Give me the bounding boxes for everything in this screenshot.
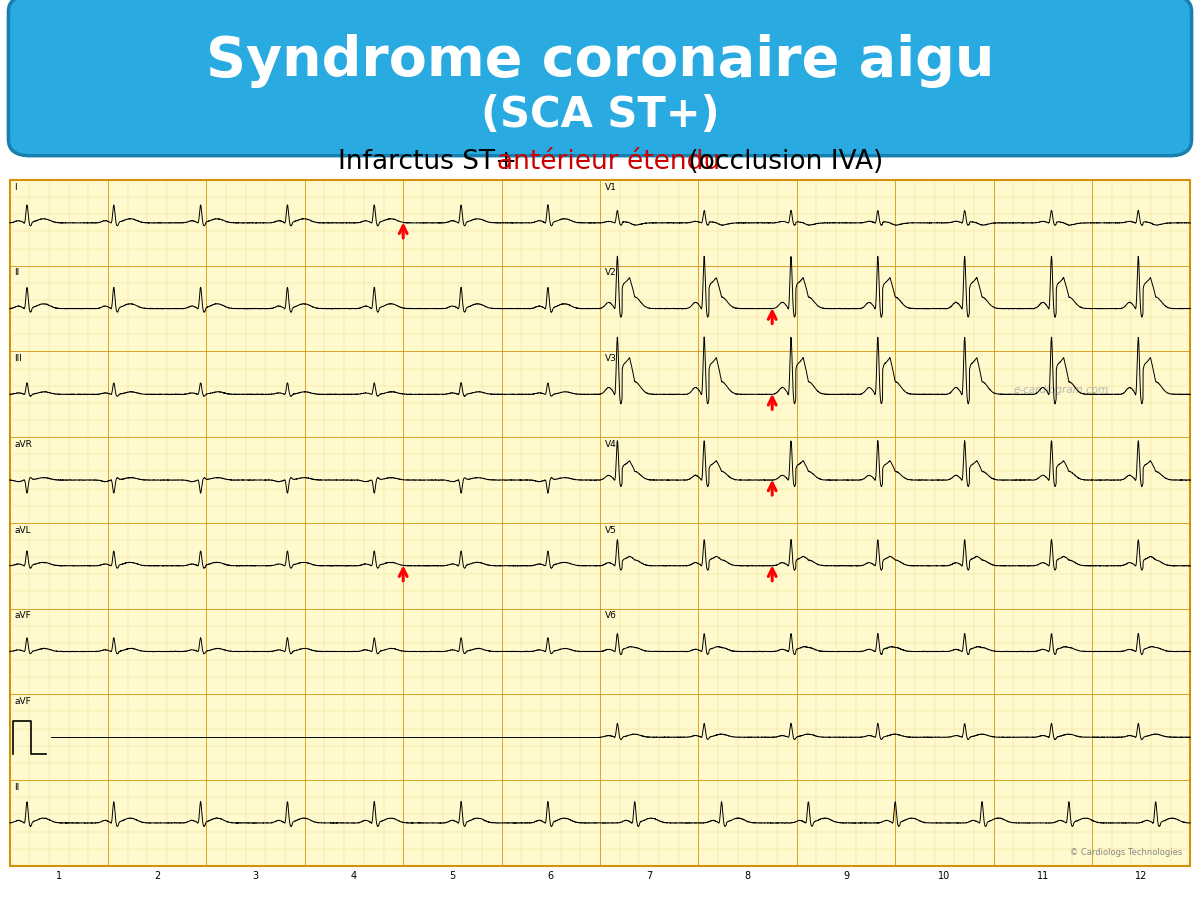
Text: (SCA ST+): (SCA ST+)	[481, 94, 719, 136]
Text: aVL: aVL	[14, 526, 31, 535]
Text: (occlusion IVA): (occlusion IVA)	[679, 149, 883, 175]
Text: 5: 5	[449, 871, 456, 881]
Text: 6: 6	[547, 871, 554, 881]
Text: I: I	[14, 183, 17, 192]
Text: antérieur étendu: antérieur étendu	[498, 149, 720, 175]
Text: 8: 8	[744, 871, 751, 881]
Text: V5: V5	[605, 526, 617, 535]
Text: V4: V4	[605, 440, 617, 449]
Text: 12: 12	[1135, 871, 1147, 881]
Text: 10: 10	[938, 871, 950, 881]
Bar	[10, 180, 1190, 866]
Text: 2: 2	[154, 871, 161, 881]
Text: II: II	[14, 268, 19, 277]
Text: V3: V3	[605, 354, 617, 363]
Text: V6: V6	[605, 611, 617, 620]
Text: 9: 9	[842, 871, 850, 881]
Text: V2: V2	[605, 268, 617, 277]
Text: III: III	[14, 354, 23, 363]
FancyBboxPatch shape	[8, 0, 1192, 156]
Text: V1: V1	[605, 183, 617, 192]
Text: © Cardiologs Technologies: © Cardiologs Technologies	[1069, 848, 1182, 857]
Text: e-cardiogram.com: e-cardiogram.com	[1014, 385, 1109, 395]
Text: 3: 3	[252, 871, 259, 881]
Text: 11: 11	[1037, 871, 1049, 881]
Text: II: II	[14, 783, 19, 792]
Text: Syndrome coronaire aigu: Syndrome coronaire aigu	[206, 34, 994, 88]
Text: aVF: aVF	[14, 697, 31, 706]
Text: aVR: aVR	[14, 440, 32, 449]
Text: 1: 1	[55, 871, 62, 881]
Text: 7: 7	[646, 871, 653, 881]
Text: aVF: aVF	[14, 611, 31, 620]
Text: 4: 4	[350, 871, 358, 881]
Text: Infarctus ST+: Infarctus ST+	[338, 149, 526, 175]
